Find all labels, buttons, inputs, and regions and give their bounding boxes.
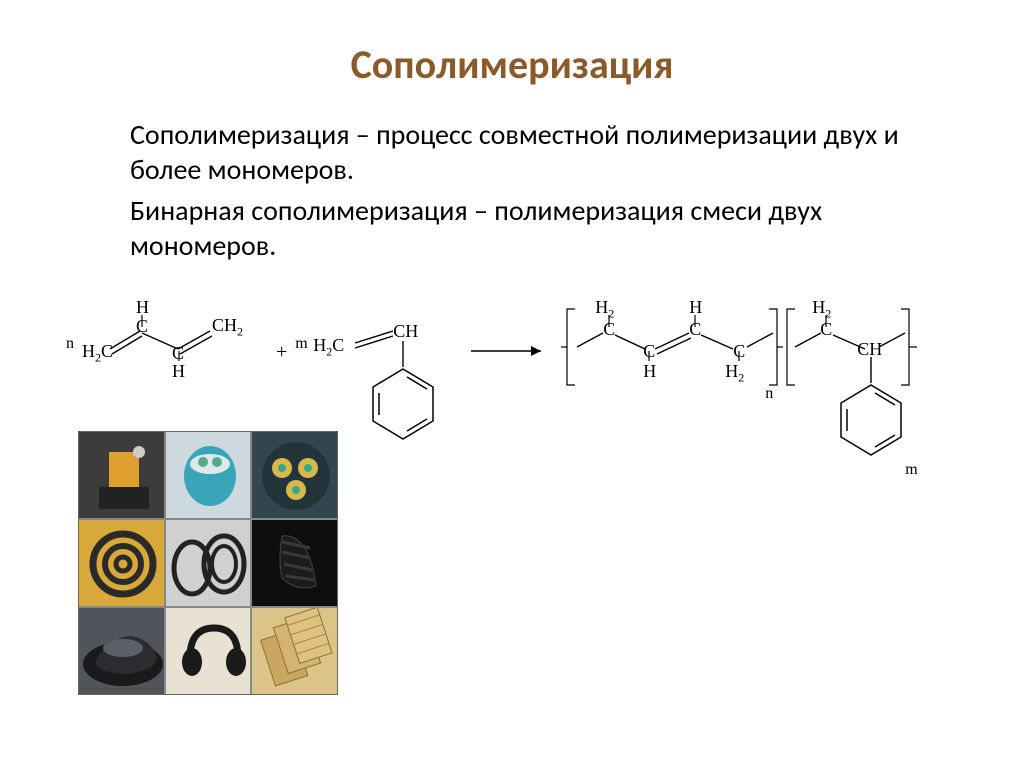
grid-cell-surgery [166, 432, 251, 518]
grid-cell-springs [166, 520, 251, 606]
grid-cell-cables [252, 432, 337, 518]
binary-text: Бинарная сополимеризация – полимеризация… [130, 193, 924, 263]
subscript-n: n [765, 385, 773, 403]
definition-text: Сополимеризация – процесс совместной пол… [130, 117, 924, 187]
grid-cell-robot [79, 432, 164, 518]
grid-cell-headset [166, 608, 251, 694]
grid-cell-rings [79, 520, 164, 606]
page-title: Сополимеризация [60, 40, 964, 89]
grid-cell-wafers [252, 608, 337, 694]
plus-sign: + [276, 341, 287, 364]
grid-cell-boot [252, 520, 337, 606]
body-text: Сополимеризация – процесс совместной пол… [130, 117, 924, 263]
grid-cell-car [79, 608, 164, 694]
image-grid [78, 431, 338, 695]
subscript-m: m [905, 461, 917, 479]
product-copolymer: C H2 C H C H C H2 n C H2 CH m [555, 293, 925, 553]
reaction-arrow [469, 341, 549, 366]
monomer-butadiene: n H2C C C CH2 H H [60, 293, 270, 393]
